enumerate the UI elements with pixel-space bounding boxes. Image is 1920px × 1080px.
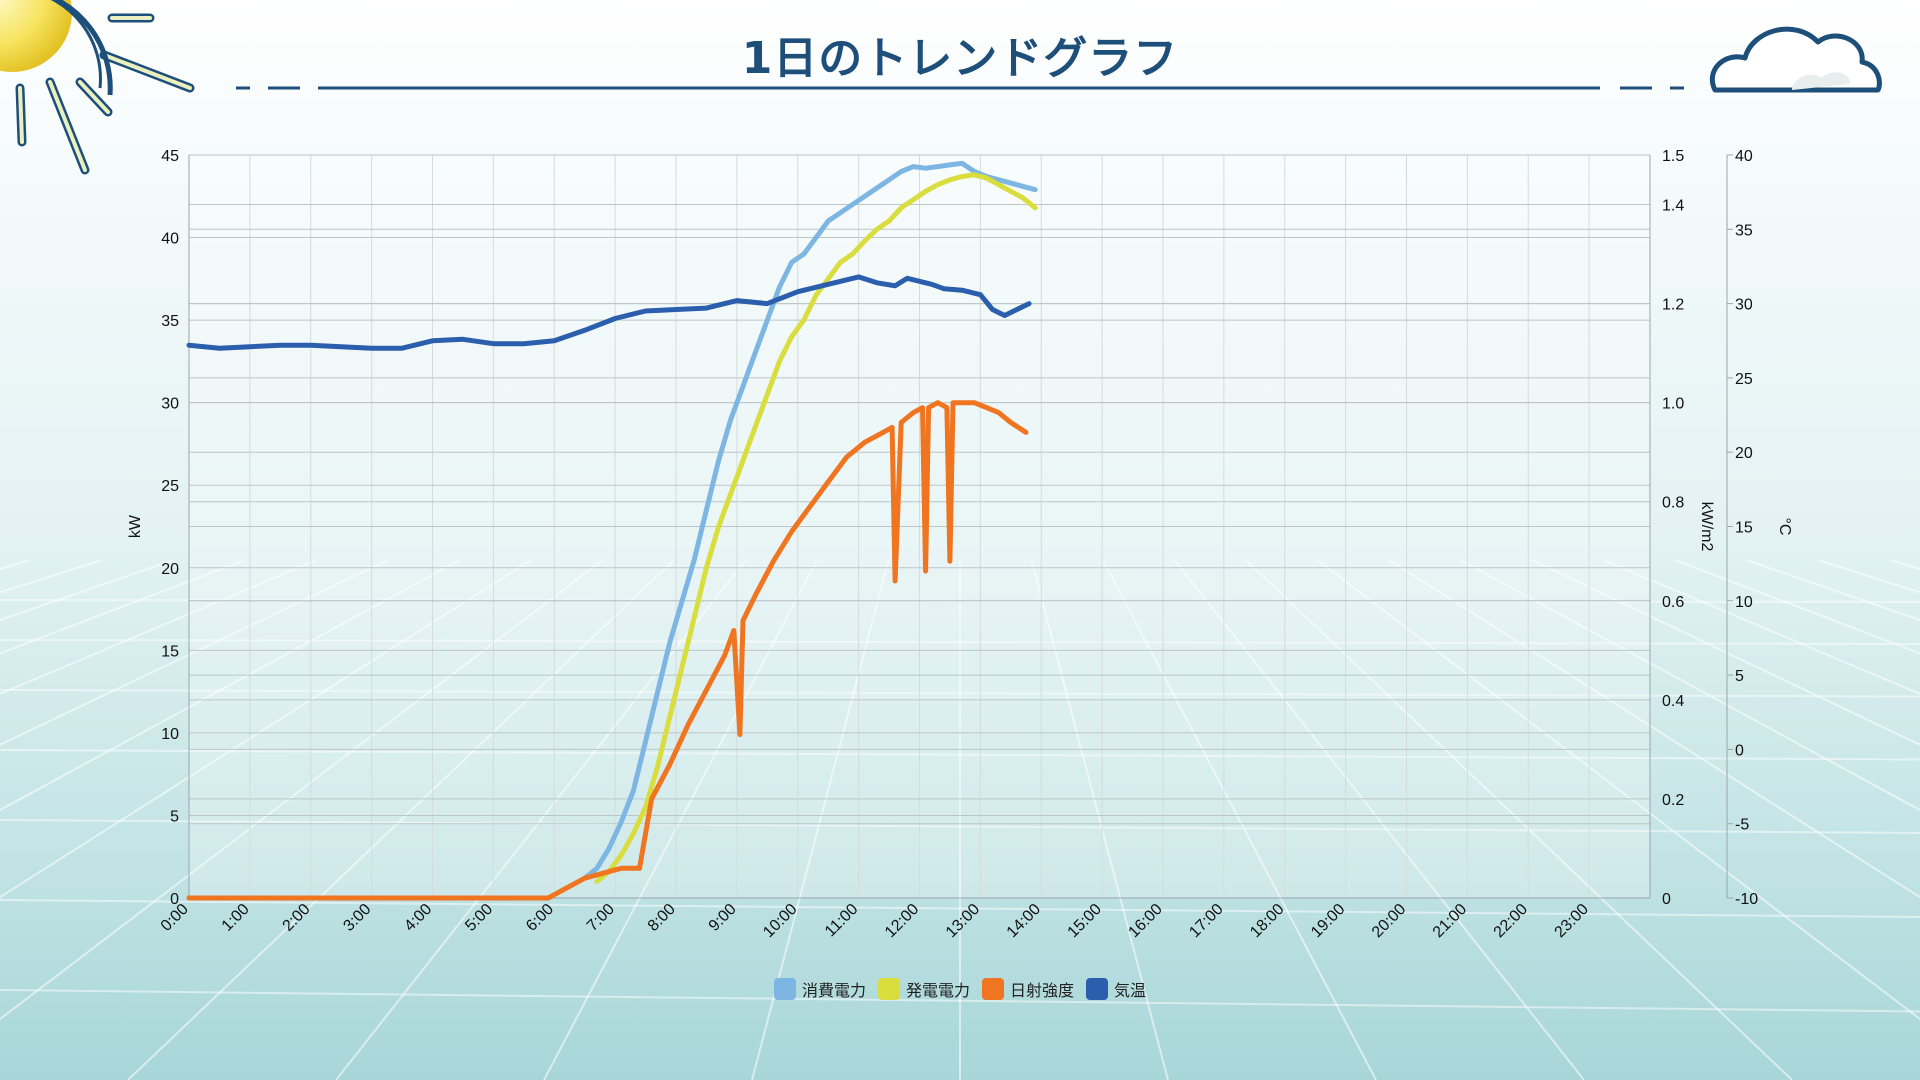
- x-tick-label: 17:00: [1186, 901, 1226, 941]
- legend-label: 発電電力: [905, 981, 970, 1000]
- legend-swatch: [1086, 978, 1109, 1000]
- y-right2-tick-label: 10: [1735, 594, 1753, 611]
- x-tick-label: 11:00: [822, 901, 862, 941]
- y-right2-tick-label: 15: [1735, 520, 1753, 537]
- legend-swatch: [877, 978, 900, 1000]
- y-left-tick-label: 20: [161, 561, 179, 578]
- y-right2-tick-label: 20: [1735, 445, 1753, 462]
- x-tick-label: 4:00: [401, 901, 435, 935]
- legend-item[interactable]: 消費電力: [773, 977, 866, 1001]
- x-tick-label: 18:00: [1247, 901, 1287, 941]
- legend-item[interactable]: 気温: [1086, 977, 1146, 1001]
- y-right1-tick-label: 0.8: [1662, 495, 1684, 512]
- y-right2-tick-label: 0: [1735, 742, 1744, 759]
- x-tick-label: 19:00: [1308, 901, 1348, 941]
- legend-swatch: [773, 978, 796, 1000]
- y-right1-tick-label: 1.2: [1662, 297, 1684, 314]
- y-right1-axis-title: kW/m2: [1698, 502, 1715, 552]
- x-tick-label: 13:00: [943, 901, 983, 941]
- y-right1-tick-label: 1.4: [1662, 198, 1684, 215]
- page-title: 1日のトレンドグラフ: [741, 33, 1179, 84]
- x-tick-label: 9:00: [706, 901, 740, 935]
- x-tick-label: 12:00: [882, 901, 922, 941]
- y-left-tick-label: 45: [161, 148, 179, 165]
- y-right1-tick-label: 0: [1662, 891, 1671, 908]
- y-right1-tick-label: 0.2: [1662, 792, 1684, 809]
- legend-label: 気温: [1114, 981, 1147, 1000]
- x-tick-label: 23:00: [1552, 901, 1592, 941]
- x-tick-label: 16:00: [1125, 901, 1165, 941]
- chart-legend: 消費電力 発電電力 日射強度 気温: [0, 977, 1920, 1001]
- y-left-tick-label: 40: [161, 231, 179, 248]
- y-left-axis-title: kW: [127, 514, 144, 538]
- x-tick-label: 10:00: [760, 901, 800, 941]
- x-tick-label: 7:00: [584, 901, 618, 935]
- x-tick-label: 0:00: [158, 901, 192, 935]
- series-line-気温: [186, 274, 1032, 351]
- y-right2-axis-title: °C: [1776, 518, 1793, 536]
- y-left-tick-label: 35: [161, 313, 179, 330]
- y-right2-tick-label: 30: [1735, 297, 1753, 314]
- x-tick-label: 22:00: [1491, 901, 1531, 941]
- legend-label: 日射強度: [1010, 981, 1075, 1000]
- x-tick-label: 20:00: [1369, 901, 1409, 941]
- x-tick-label: 5:00: [462, 901, 496, 935]
- series-line-日射強度: [186, 400, 1029, 901]
- y-right1-tick-label: 0.6: [1662, 594, 1684, 611]
- y-left-tick-label: 15: [161, 643, 179, 660]
- y-left-tick-label: 5: [170, 808, 179, 825]
- y-right2-tick-label: 40: [1735, 148, 1753, 165]
- x-tick-label: 14:00: [1004, 901, 1044, 941]
- y-left-tick-label: 0: [170, 891, 179, 908]
- y-right1-tick-label: 0.4: [1662, 693, 1684, 710]
- cloud-icon: [1709, 26, 1882, 93]
- series-line-発電電力: [594, 172, 1038, 884]
- sun-icon: [0, 0, 195, 175]
- y-left-tick-label: 25: [161, 478, 179, 495]
- legend-item[interactable]: 日射強度: [982, 977, 1074, 1001]
- x-tick-label: 1:00: [219, 901, 253, 935]
- y-right2-tick-label: 25: [1735, 371, 1753, 388]
- legend-item[interactable]: 発電電力: [877, 977, 970, 1001]
- y-left-tick-label: 30: [161, 396, 179, 413]
- y-right2-tick-label: 5: [1735, 668, 1744, 685]
- series-line-消費電力: [582, 160, 1038, 881]
- x-tick-label: 21:00: [1430, 901, 1470, 941]
- x-tick-label: 3:00: [340, 901, 374, 935]
- y-right1-tick-label: 1.5: [1662, 148, 1684, 165]
- x-tick-label: 6:00: [523, 901, 557, 935]
- y-right1-tick-label: 1.0: [1662, 396, 1684, 413]
- x-tick-label: 8:00: [645, 901, 679, 935]
- legend-label: 消費電力: [801, 981, 866, 1000]
- title-divider: [236, 86, 1684, 90]
- y-right2-tick-label: -5: [1735, 817, 1749, 834]
- y-right2-tick-label: -10: [1735, 891, 1758, 908]
- x-tick-label: 2:00: [280, 901, 314, 935]
- y-right2-tick-label: 35: [1735, 222, 1753, 239]
- y-left-tick-label: 10: [161, 726, 179, 743]
- legend-swatch: [982, 978, 1004, 1000]
- x-tick-label: 15:00: [1065, 901, 1105, 941]
